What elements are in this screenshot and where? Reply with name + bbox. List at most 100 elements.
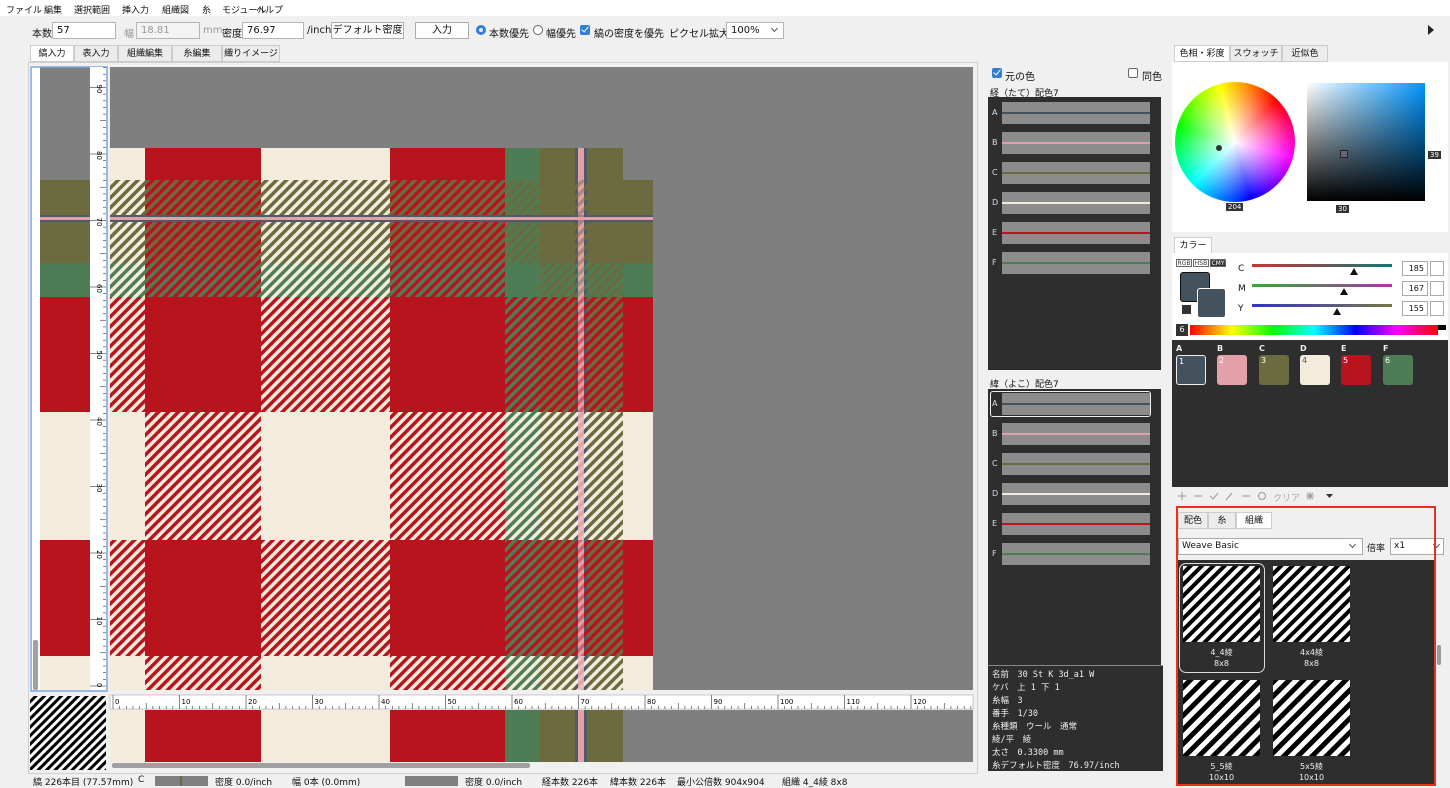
tab[interactable]: スウォッチ (1230, 45, 1282, 62)
checkbox[interactable] (1128, 68, 1138, 78)
menu-item[interactable]: ファイル (6, 6, 43, 16)
tab[interactable]: 糸編集 (172, 45, 222, 62)
palette-swatch[interactable]: 1 (1176, 355, 1206, 385)
slider-track[interactable] (1252, 284, 1392, 287)
thread-line (1002, 262, 1150, 264)
clear-button[interactable]: クリア (1273, 494, 1301, 504)
weave-size: 10x10 (1208, 773, 1235, 782)
menu-item[interactable]: ヘルプ (256, 6, 284, 16)
thread-bar (1002, 543, 1150, 565)
yarn-info-line: 太さ 0.3300 mm (992, 748, 1064, 758)
weft-title: 緯（よこ）配色7 (990, 380, 1059, 390)
slider-value[interactable]: 155 (1402, 301, 1428, 316)
value-square[interactable] (1307, 83, 1425, 201)
radio-on[interactable] (476, 25, 486, 35)
tab[interactable]: 近似色 (1282, 45, 1328, 62)
thread-line (1002, 553, 1150, 555)
tab[interactable]: 組織編集 (118, 45, 172, 62)
edit-icon (1225, 492, 1233, 501)
menu-item[interactable]: 編集 (44, 6, 63, 16)
reset-color[interactable] (1182, 305, 1191, 314)
radio-off[interactable] (533, 25, 543, 35)
weave-name: 5x5綾 (1300, 762, 1323, 771)
row-letter: C (992, 168, 998, 177)
scale-select[interactable]: x1 (1390, 538, 1444, 555)
label: 密度 (222, 29, 242, 40)
slider-thumb[interactable] (1349, 268, 1358, 275)
menu-item[interactable]: 挿入力 (122, 6, 150, 16)
spinner[interactable] (1430, 261, 1444, 276)
spectrum-black[interactable] (1438, 325, 1446, 330)
library-select[interactable]: Weave Basic (1178, 538, 1363, 555)
menu-item[interactable]: 選択範囲 (74, 6, 111, 16)
slider-thumb[interactable] (1339, 288, 1348, 295)
thread-line (1002, 232, 1150, 234)
palette-swatch[interactable]: 4 (1300, 355, 1330, 385)
highlight-box (1176, 506, 1436, 786)
block-icon (1258, 492, 1266, 500)
mode-button[interactable]: CMY (1210, 259, 1226, 267)
row-letter: D (992, 489, 999, 498)
thread-bar (1002, 162, 1150, 184)
spinner[interactable] (1430, 281, 1444, 296)
menu-item[interactable]: 組織図 (162, 6, 190, 16)
tab[interactable]: 縞入力 (30, 45, 74, 62)
slider-value[interactable]: 167 (1402, 281, 1428, 296)
secondary-color[interactable] (1197, 288, 1226, 318)
status-text: 経本数 226本 (542, 778, 599, 788)
zoom-select[interactable]: 100% (726, 22, 784, 39)
checkbox[interactable] (580, 25, 590, 35)
tab[interactable]: 織りイメージ (222, 45, 280, 62)
unit: /inch (307, 25, 332, 36)
palette-letter: B (1217, 344, 1224, 353)
thread-bar (1002, 513, 1150, 535)
status-text: 縞 226本目 (77.57mm) (33, 778, 134, 788)
palette-letter: A (1176, 344, 1183, 353)
mode-button[interactable]: HSB (1193, 259, 1209, 267)
menu-item[interactable]: 糸 (202, 6, 212, 16)
palette-swatch[interactable]: 3 (1259, 355, 1289, 385)
slider-track[interactable] (1252, 264, 1392, 267)
yarn-info-line: 糸デフォルト密度 76.97/inch (992, 761, 1120, 771)
scrollbar (1437, 645, 1441, 665)
tab[interactable]: 配色 (1178, 512, 1208, 529)
saturation-tag: 39 (1428, 151, 1441, 159)
thread-line (1002, 172, 1150, 174)
tab[interactable]: 糸 (1208, 512, 1236, 529)
checkbox[interactable] (992, 68, 1002, 78)
tab[interactable]: 組織 (1236, 512, 1272, 529)
status-text: 最小公倍数 904x904 (677, 778, 765, 788)
slider-value[interactable]: 185 (1402, 261, 1428, 276)
palette-swatch[interactable]: 6 (1383, 355, 1413, 385)
palette-letter: E (1341, 344, 1347, 353)
density-input[interactable]: 76.97 (242, 22, 304, 39)
expand-arrow[interactable] (1428, 25, 1434, 35)
slider-thumb[interactable] (1333, 308, 1342, 315)
star-icon (1306, 492, 1314, 500)
thread-bar (1002, 102, 1150, 124)
palette-number: 1 (1179, 357, 1185, 366)
palette-swatch[interactable]: 5 (1341, 355, 1371, 385)
tab[interactable]: カラー (1174, 237, 1212, 254)
status-text: 密度 0.0/inch (215, 778, 273, 788)
default-density-button[interactable]: デフォルト密度 (331, 22, 404, 39)
palette-swatch[interactable]: 2 (1217, 355, 1247, 385)
menu-item[interactable]: モジュール (222, 6, 267, 16)
width-input[interactable]: 18.81 (136, 22, 200, 39)
warp-title: 経（たて）配色7 (990, 89, 1059, 99)
slider-track[interactable] (1252, 304, 1392, 307)
status-text: C (138, 775, 145, 785)
weave-name: 5_5綾 (1210, 762, 1233, 771)
radio-label: 本数優先 (489, 29, 529, 40)
spinner[interactable] (1430, 301, 1444, 316)
row-letter: A (992, 108, 998, 117)
spectrum[interactable] (1190, 325, 1438, 335)
input-button[interactable]: 入力 (415, 22, 469, 39)
row-letter: B (992, 138, 998, 147)
mode-button[interactable]: RGB (1176, 259, 1192, 267)
tab[interactable]: 表入力 (74, 45, 118, 62)
tab[interactable]: 色相・彩度 (1174, 45, 1230, 62)
count-input[interactable]: 57 (52, 22, 116, 39)
thread-bar (1002, 222, 1150, 244)
color-wheel[interactable] (1175, 82, 1295, 202)
